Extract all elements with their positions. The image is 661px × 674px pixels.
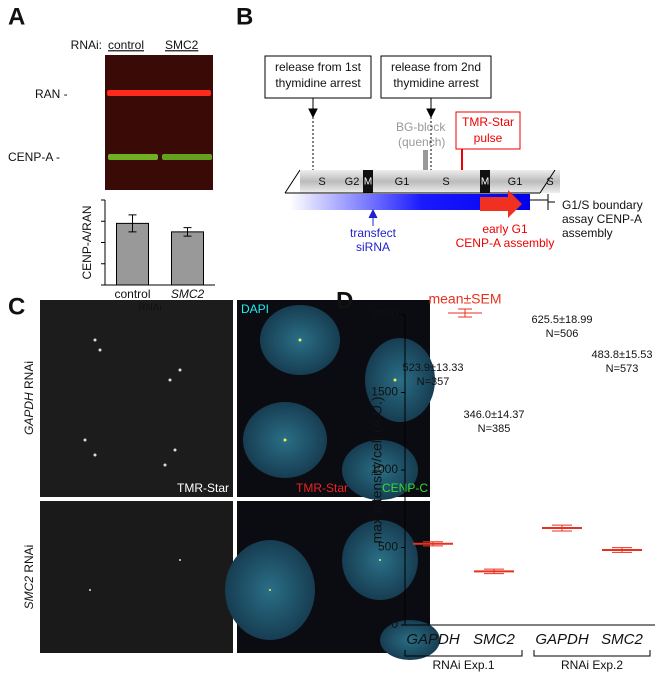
suffix: RNAi xyxy=(22,361,36,389)
phase: G1 xyxy=(508,176,523,188)
n-label: N=385 xyxy=(478,423,511,435)
bar xyxy=(116,222,149,286)
micrographs xyxy=(40,300,440,660)
n-label: N=573 xyxy=(606,363,639,375)
assembly-arrow xyxy=(480,190,522,218)
suffix: RNAi xyxy=(22,545,36,573)
cenpa-bands xyxy=(108,154,212,160)
bar xyxy=(171,231,204,286)
sem-bar xyxy=(612,547,632,553)
x-tick-label: GAPDH xyxy=(406,631,460,648)
phase: G1 xyxy=(395,176,410,188)
y-tick-label: 500 xyxy=(378,540,398,554)
group-bracket xyxy=(533,650,651,657)
n-label: N=506 xyxy=(546,328,579,340)
rnai-label: RNAi: xyxy=(71,38,102,52)
transfect: siRNA xyxy=(356,240,390,254)
x-tick-label: SMC2 xyxy=(171,287,205,301)
phase: M xyxy=(364,177,372,188)
value-label: 625.5±18.99 xyxy=(531,314,592,326)
arrows xyxy=(308,98,436,170)
sem-bar xyxy=(552,524,572,532)
error-bar xyxy=(128,214,137,233)
blot-image xyxy=(105,55,213,190)
assembly: early G1 xyxy=(482,222,528,236)
endpoint: assembly xyxy=(562,226,613,240)
x-tick-label: SMC2 xyxy=(601,631,643,648)
endpoint: assay CENP-A xyxy=(562,212,642,226)
phase: S xyxy=(442,176,449,188)
panel-label: C xyxy=(8,293,25,320)
panel-label: D xyxy=(336,287,353,314)
value-label: 523.9±13.33 xyxy=(402,362,463,374)
bg-block: (quench) xyxy=(398,135,445,149)
channel: DAPI xyxy=(241,302,269,316)
row-label: GAPDH RNAi xyxy=(22,361,36,435)
x-tick-label: SMC2 xyxy=(473,631,515,648)
bg-block: BG-block xyxy=(396,120,446,134)
panel-label: A xyxy=(8,3,25,30)
lane-label: SMC2 xyxy=(165,38,199,52)
phase: G2 xyxy=(345,176,360,188)
note: release from 2nd xyxy=(391,60,481,74)
band-label: CENP-A - xyxy=(8,150,60,164)
row-label: SMC2 RNAi xyxy=(22,545,36,610)
y-tick-label: 1000 xyxy=(371,462,398,476)
note: thymidine arrest xyxy=(393,76,479,90)
error-bar xyxy=(183,227,192,237)
x-axis-label: RNAi xyxy=(138,303,161,314)
transfect-arrow xyxy=(368,208,378,226)
group-label: RNAi Exp.2 xyxy=(561,658,623,672)
pulse: TMR-Star xyxy=(462,115,514,129)
phase-labels: S G2 M G1 S M G1 S xyxy=(318,176,553,188)
phase: M xyxy=(481,177,489,188)
phase: S xyxy=(546,176,553,188)
pulse: pulse xyxy=(474,131,503,145)
note: thymidine arrest xyxy=(275,76,361,90)
note: release from 1st xyxy=(275,60,362,74)
timeline xyxy=(284,169,560,210)
note-box xyxy=(264,55,372,99)
x-tick-label: GAPDH xyxy=(535,631,589,648)
gene: SMC2 xyxy=(22,576,36,610)
y-axis-label: max intensity/cell (A.U.) xyxy=(369,396,385,543)
value-label: 483.8±15.53 xyxy=(591,349,652,361)
legend: mean±SEM xyxy=(428,291,501,307)
lane-label: control xyxy=(108,38,144,52)
group-label: RNAi Exp.1 xyxy=(432,658,494,672)
assembly: CENP-A assembly xyxy=(456,236,555,250)
n-label: N=357 xyxy=(417,376,450,388)
sem-bar xyxy=(484,568,504,575)
transfect: transfect xyxy=(350,226,397,240)
channel: TMR-Star xyxy=(296,481,348,495)
gene: GAPDH xyxy=(22,392,36,435)
panel-label: B xyxy=(236,3,253,30)
y-tick-label: 1500 xyxy=(371,385,398,399)
ran-bands xyxy=(107,90,211,96)
pulse-box xyxy=(455,111,521,150)
channel: TMR-Star xyxy=(177,481,229,495)
sem-bar xyxy=(423,541,443,547)
phase: S xyxy=(318,176,325,188)
group-bracket xyxy=(404,650,523,657)
legend-symbol xyxy=(448,308,482,318)
band-label: RAN - xyxy=(35,87,68,101)
y-tick-label: 0 xyxy=(391,617,398,631)
y-tick-label: 2000 xyxy=(371,307,398,321)
y-axis-label: CENP-A/RAN xyxy=(80,205,94,279)
endpoint: G1/S boundary xyxy=(562,198,643,212)
note-box xyxy=(380,55,492,99)
x-tick-label: control xyxy=(114,287,150,301)
value-label: 346.0±14.37 xyxy=(463,409,524,421)
bg-block-mark xyxy=(423,150,428,170)
